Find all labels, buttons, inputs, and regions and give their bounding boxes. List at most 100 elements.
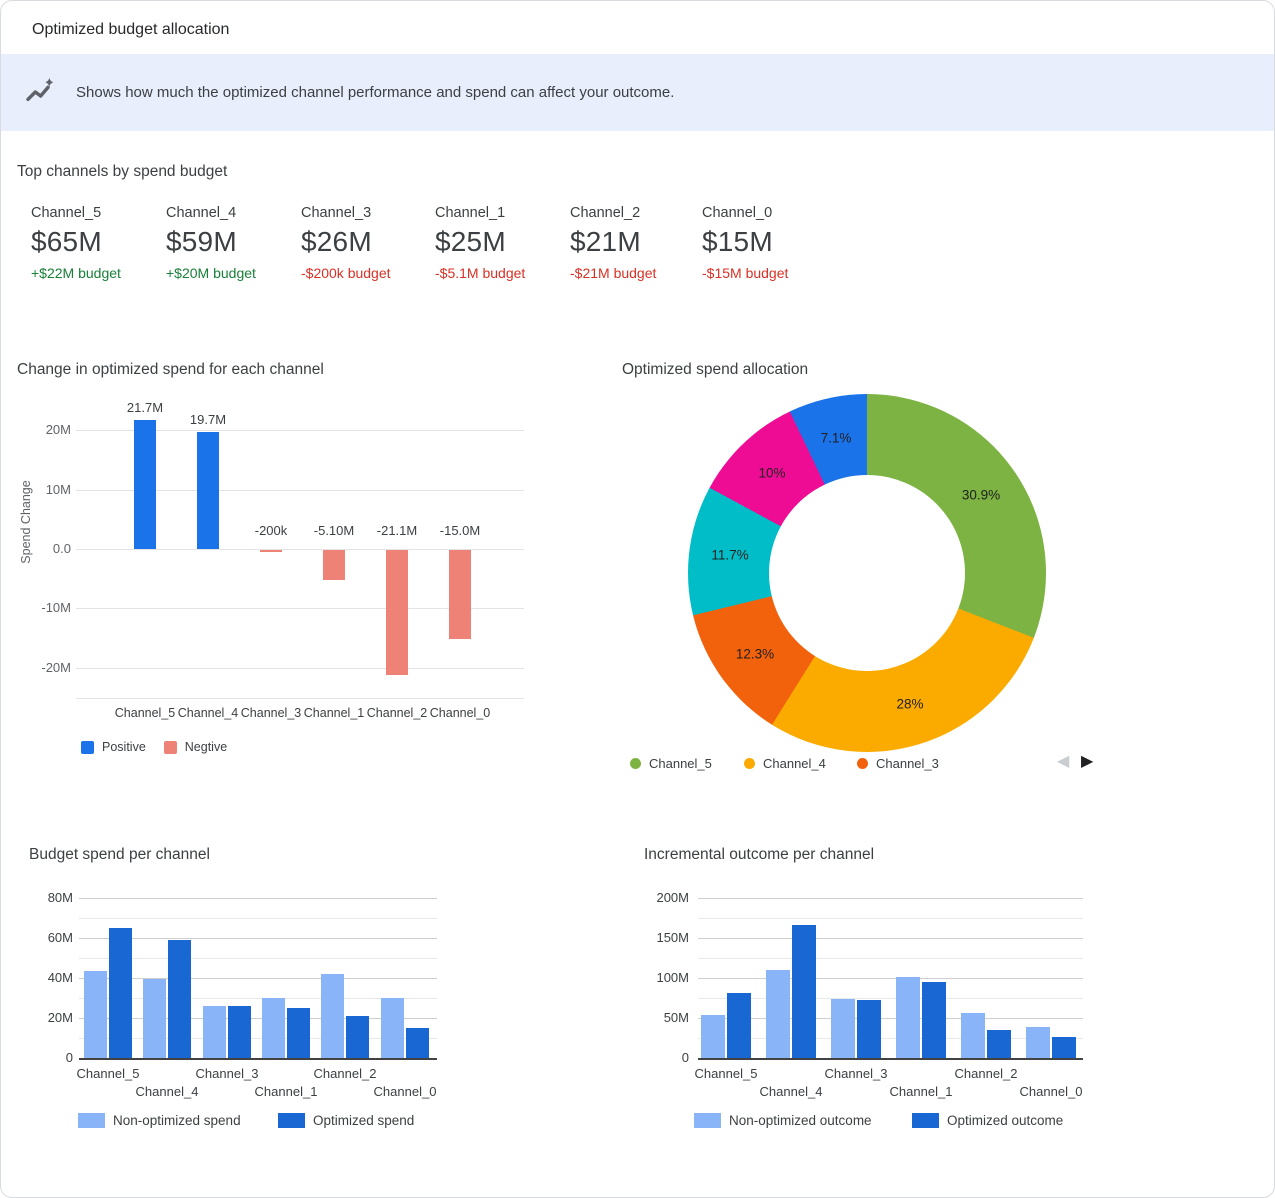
bar-value-label: -5.10M: [313, 523, 355, 538]
channel-budget-delta: -$15M budget: [702, 265, 789, 281]
nonoptimized-spend-swatch: [78, 1113, 105, 1128]
channel-budget-delta: -$200k budget: [301, 265, 391, 281]
gridline: [79, 938, 437, 939]
y-tick-label: 0: [65, 1050, 73, 1065]
x-axis-label: Channel_1: [254, 1084, 318, 1099]
gridline-minor: [698, 1038, 1083, 1039]
gridline: [76, 668, 524, 669]
nonoptimized-outcome-swatch: [694, 1113, 721, 1128]
optimized-bar[interactable]: [857, 1000, 881, 1058]
outcome-legend-optimized: Optimized outcome: [912, 1113, 1063, 1128]
optimized-bar[interactable]: [346, 1016, 369, 1058]
donut-slice-label: 28%: [896, 696, 924, 712]
spend-allocation-chart-title: Optimized spend allocation: [622, 361, 809, 378]
channel-spend: $21M: [570, 226, 641, 257]
non-optimized-bar[interactable]: [1026, 1027, 1050, 1058]
legend-prev-arrow-icon[interactable]: ◀: [1057, 753, 1070, 770]
budget-spend-chart-title: Budget spend per channel: [29, 846, 210, 863]
x-axis-label: Channel_0: [373, 1084, 437, 1099]
y-tick-label: 20M: [47, 1010, 73, 1025]
x-axis-baseline: [76, 698, 524, 699]
optimized-bar[interactable]: [792, 925, 816, 1058]
x-axis-label: Channel_3: [824, 1066, 888, 1081]
non-optimized-bar[interactable]: [896, 977, 920, 1058]
channel-stat: Channel_1 $25M -$5.1M budget: [435, 205, 565, 281]
spend-legend-nonoptimized: Non-optimized spend: [78, 1113, 241, 1128]
non-optimized-bar[interactable]: [961, 1013, 985, 1058]
spend-change-bar[interactable]: [323, 550, 345, 580]
y-tick-label: 10M: [45, 482, 71, 497]
y-tick-label: 80M: [47, 890, 73, 905]
gridline-minor: [698, 958, 1083, 959]
channel-name: Channel_2: [570, 205, 641, 221]
channel-budget-delta: -$5.1M budget: [435, 265, 526, 281]
bar-value-label: -15.0M: [439, 523, 481, 538]
gridline-minor: [698, 918, 1083, 919]
channel-spend: $26M: [301, 226, 372, 257]
channel-name: Channel_1: [435, 205, 506, 221]
channel-stat: Channel_3 $26M -$200k budget: [301, 205, 431, 281]
spend-change-chart-title: Change in optimized spend for each chann…: [17, 361, 324, 378]
non-optimized-bar[interactable]: [831, 999, 855, 1058]
x-axis-label: Channel_5: [76, 1066, 140, 1081]
non-optimized-bar[interactable]: [381, 998, 404, 1058]
channel-spend: $15M: [702, 226, 773, 257]
y-tick-label: -20M: [41, 660, 71, 675]
negative-swatch: [163, 740, 177, 754]
gridline-minor: [79, 1038, 437, 1039]
top-channels-heading: Top channels by spend budget: [17, 163, 228, 180]
legend-next-arrow-icon[interactable]: ▶: [1081, 753, 1094, 770]
donut-legend-item: Channel_3: [857, 756, 939, 771]
optimized-bar[interactable]: [727, 993, 751, 1058]
non-optimized-bar[interactable]: [701, 1015, 725, 1058]
y-tick-label: 200M: [656, 890, 689, 905]
gridline: [76, 608, 524, 609]
spend-change-bar[interactable]: [260, 550, 282, 552]
channel-stat: Channel_4 $59M +$20M budget: [166, 205, 296, 281]
gridline: [698, 978, 1083, 979]
info-banner: Shows how much the optimized channel per…: [1, 54, 1274, 131]
channel-name: Channel_5: [31, 205, 102, 221]
gridline: [76, 430, 524, 431]
optimized-bar[interactable]: [1052, 1037, 1076, 1058]
optimized-bar[interactable]: [228, 1006, 251, 1058]
gridline: [698, 938, 1083, 939]
optimized-bar[interactable]: [922, 982, 946, 1058]
y-tick-label: 100M: [656, 970, 689, 985]
optimized-bar[interactable]: [109, 928, 132, 1058]
gridline-minor: [79, 918, 437, 919]
non-optimized-bar[interactable]: [203, 1006, 226, 1058]
gridline: [698, 1018, 1083, 1019]
channel-budget-delta: +$20M budget: [166, 265, 256, 281]
optimized-bar[interactable]: [987, 1030, 1011, 1058]
gridline-minor: [79, 998, 437, 999]
gridline: [76, 490, 524, 491]
x-axis-label: Channel_3: [240, 706, 302, 720]
bar-value-label: 19.7M: [189, 412, 227, 427]
non-optimized-bar[interactable]: [262, 998, 285, 1058]
y-tick-label: 40M: [47, 970, 73, 985]
spend-change-bar[interactable]: [386, 550, 408, 675]
spend-change-bar[interactable]: [197, 432, 219, 549]
bar-value-label: -21.1M: [376, 523, 418, 538]
x-axis-label: Channel_4: [177, 706, 239, 720]
non-optimized-bar[interactable]: [321, 974, 344, 1058]
spend-change-bar[interactable]: [449, 550, 471, 639]
positive-swatch: [81, 740, 94, 754]
y-tick-label: 20M: [45, 422, 71, 437]
bar-value-label: -200k: [254, 523, 288, 538]
y-tick-label: 0.0: [52, 541, 71, 556]
optimized-bar[interactable]: [406, 1028, 429, 1058]
donut-chart[interactable]: [688, 394, 1046, 752]
spend-change-legend: Positive Negtive: [81, 740, 227, 754]
spend-change-bar[interactable]: [134, 420, 156, 549]
gridline: [79, 1018, 437, 1019]
optimized-bar[interactable]: [168, 940, 191, 1058]
non-optimized-bar[interactable]: [766, 970, 790, 1058]
non-optimized-bar[interactable]: [84, 971, 107, 1058]
optimized-spend-swatch: [278, 1113, 305, 1128]
y-tick-label: 60M: [47, 930, 73, 945]
non-optimized-bar[interactable]: [143, 979, 166, 1058]
optimized-bar[interactable]: [287, 1008, 310, 1058]
x-axis-line: [79, 1058, 437, 1060]
